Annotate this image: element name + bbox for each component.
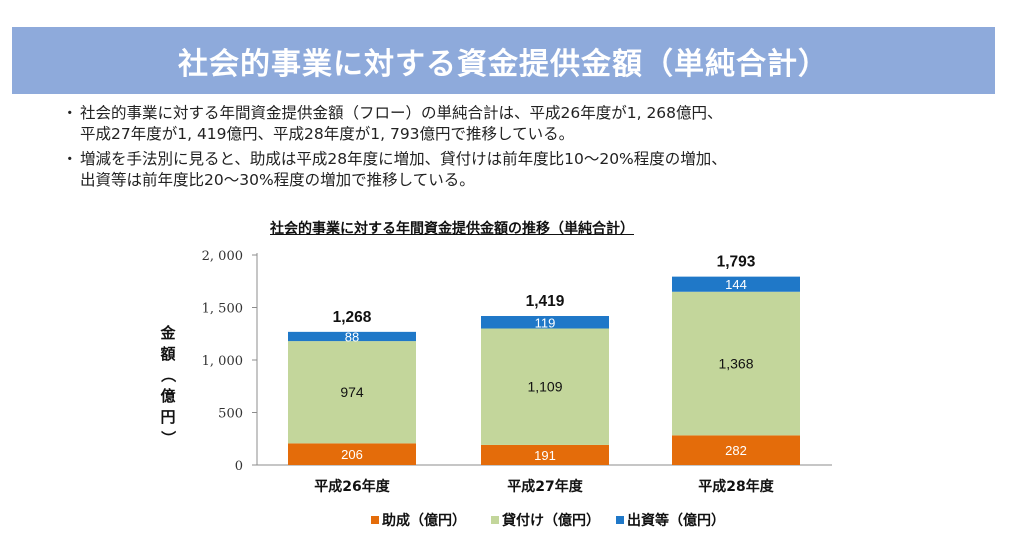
segment-value-label: 144 [725, 277, 747, 292]
bullet-mark: ・ [62, 104, 78, 122]
chart-title: 社会的事業に対する年間資金提供金額の推移（単純合計） [270, 221, 634, 237]
y-axis-label-char: 額 [159, 345, 175, 363]
legend-swatch [371, 516, 379, 524]
bullet-mark: ・ [62, 150, 78, 168]
legend-label: 出資等（億円） [627, 512, 725, 529]
bar-segment [672, 291, 800, 436]
bar-segment [288, 341, 416, 444]
y-axis-label-char: （ [159, 367, 177, 382]
bullet-line: 増減を手法別に見ると、助成は平成28年度に増加、貸付けは前年度比10～20%程度… [80, 150, 727, 168]
segment-value-label: 88 [345, 329, 359, 344]
legend-label: 貸付け（億円） [501, 512, 600, 529]
bar-segment [288, 331, 416, 342]
legend-swatch [491, 516, 499, 524]
bullet-line: 出資等は前年度比20～30%程度の増加で推移している。 [80, 171, 475, 189]
bar-total-label: 1,268 [333, 309, 372, 326]
bar-segment [672, 276, 800, 292]
y-tick-label: 1, 500 [202, 302, 243, 317]
bullet-item: ・ 増減を手法別に見ると、助成は平成28年度に増加、貸付けは前年度比10～20%… [62, 149, 962, 191]
legend-label: 助成（億円） [382, 512, 466, 529]
y-axis-label-char: 億 [160, 387, 175, 405]
bullet-item: ・ 社会的事業に対する年間資金提供金額（フロー）の単純合計は、平成26年度が1,… [62, 103, 962, 145]
segment-value-label: 119 [535, 315, 556, 330]
bar-segment [481, 328, 609, 445]
bar-segment [672, 435, 800, 465]
bullet-line: 平成27年度が1, 419億円、平成28年度が1, 793億円で推移している。 [80, 125, 575, 143]
bullet-line: 社会的事業に対する年間資金提供金額（フロー）の単純合計は、平成26年度が1, 2… [80, 104, 723, 122]
x-category-label: 平成28年度 [698, 478, 774, 495]
legend-swatch [616, 516, 624, 524]
x-category-label: 平成27年度 [507, 478, 583, 495]
bar-segment [481, 444, 609, 465]
y-tick-label: 2, 000 [202, 249, 243, 264]
y-axis-label-char: 金 [159, 324, 176, 342]
segment-value-label: 282 [725, 443, 747, 458]
bar-segment [288, 443, 416, 465]
x-category-label: 平成26年度 [314, 478, 390, 495]
y-axis-label-char: ） [159, 430, 177, 445]
y-axis-label-char: 円 [160, 408, 175, 426]
segment-value-label: 1,368 [718, 356, 753, 372]
summary-bullets: ・ 社会的事業に対する年間資金提供金額（フロー）の単純合計は、平成26年度が1,… [62, 103, 962, 191]
y-tick-label: 500 [218, 407, 243, 422]
y-tick-label: 1, 000 [202, 354, 243, 369]
segment-value-label: 974 [340, 384, 364, 400]
y-tick-label: 0 [235, 459, 243, 474]
segment-value-label: 191 [534, 448, 556, 463]
bar-total-label: 1,419 [526, 293, 565, 310]
segment-value-label: 206 [341, 447, 363, 462]
title-banner: 社会的事業に対する資金提供金額（単純合計） [12, 27, 995, 94]
bar-segment [481, 316, 609, 329]
segment-value-label: 1,109 [527, 379, 562, 395]
bar-total-label: 1,793 [717, 254, 756, 271]
page-title: 社会的事業に対する資金提供金額（単純合計） [178, 46, 829, 82]
